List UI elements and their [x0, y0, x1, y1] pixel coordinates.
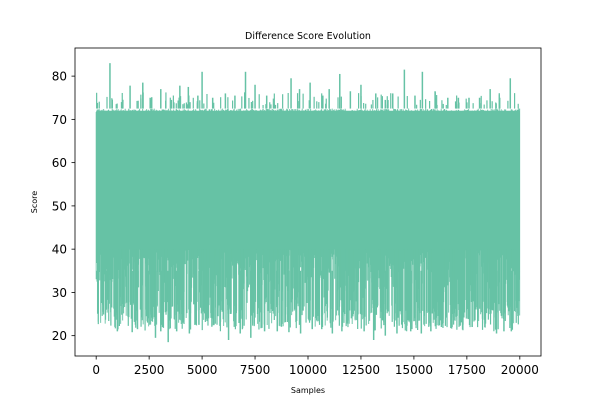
x-tick-label: 5000: [187, 363, 218, 377]
y-tick-label: 20: [52, 329, 67, 343]
plot-area: [95, 63, 521, 343]
x-tick-label: 15000: [395, 363, 433, 377]
y-axis: 20 30 40 50 60 70 80: [52, 70, 75, 343]
y-tick-label: 40: [52, 243, 67, 257]
x-axis: 0 2500 5000 7500 10000 12500 15000 17500 20000: [92, 356, 539, 377]
chart-title: Difference Score Evolution: [245, 31, 371, 42]
y-tick-label: 60: [52, 156, 67, 170]
x-tick-label: 12500: [342, 363, 380, 377]
x-tick-label: 0: [92, 363, 100, 377]
series-layer: [95, 63, 521, 343]
series-core: [96, 110, 520, 250]
y-tick-label: 80: [52, 70, 67, 84]
y-tick-label: 30: [52, 286, 67, 300]
x-tick-label: 2500: [134, 363, 165, 377]
x-tick-label: 7500: [240, 363, 271, 377]
x-tick-label: 20000: [501, 363, 539, 377]
x-tick-label: 17500: [448, 363, 486, 377]
y-tick-label: 50: [52, 199, 67, 213]
y-tick-label: 70: [52, 113, 67, 127]
x-tick-label: 10000: [289, 363, 327, 377]
series-spikes-low: [96, 249, 520, 332]
y-axis-label: Score: [30, 191, 39, 213]
x-axis-label: Samples: [291, 386, 325, 395]
